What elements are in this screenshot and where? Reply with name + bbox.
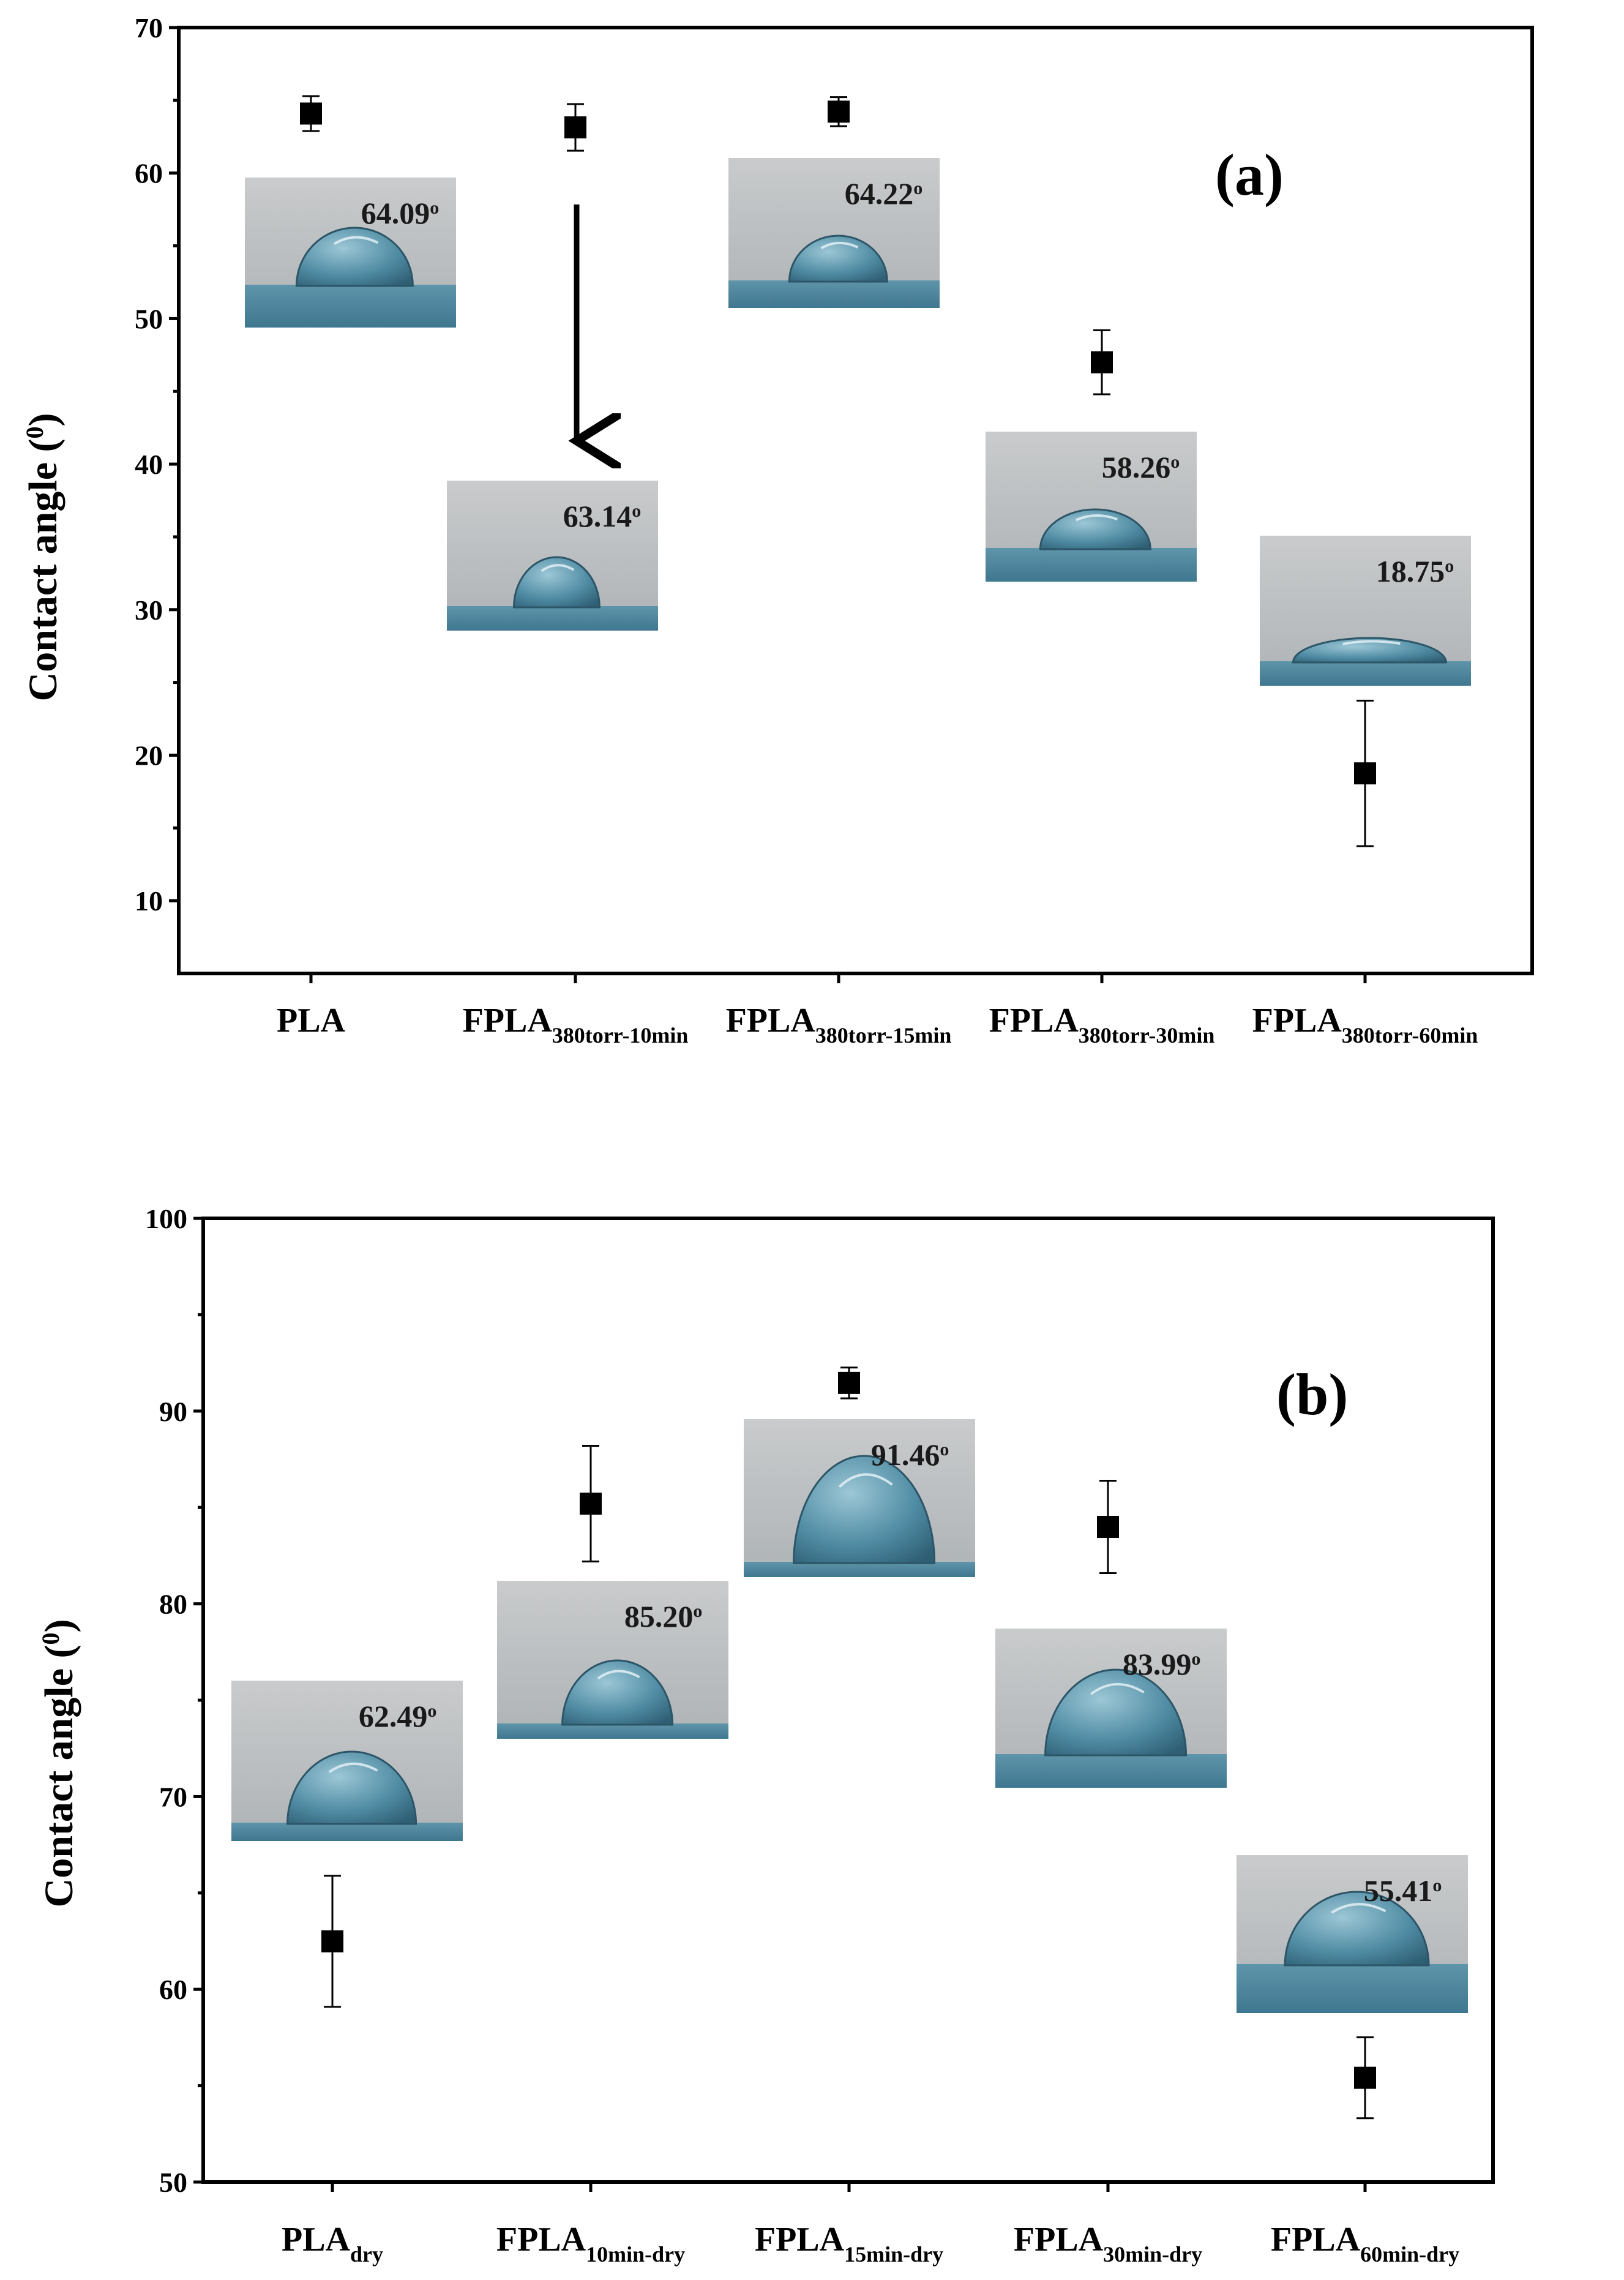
- droplet-inset-5: 18.75o: [1260, 536, 1471, 686]
- droplet-inset-1: 62.49o: [231, 1681, 463, 1841]
- inset-angle-label: 85.20o: [624, 1599, 703, 1633]
- x-category-label-1: PLAdry: [282, 2221, 383, 2267]
- droplet-inset-1: 64.09o: [245, 178, 456, 328]
- panel-b-y-tick-label: 80: [159, 1589, 187, 1620]
- square-marker: [1354, 762, 1376, 785]
- inset-angle-label: 63.14o: [563, 499, 642, 533]
- square-marker: [1354, 2066, 1376, 2089]
- x-category-label-4: FPLA30min-dry: [1014, 2221, 1202, 2267]
- data-point-5: [1354, 2036, 1376, 2120]
- panel-b-y-tick-label: 70: [159, 1781, 187, 1812]
- panel-a-y-tick-label: 30: [135, 594, 163, 626]
- square-marker: [838, 1371, 860, 1394]
- droplet-inset-4: 58.26o: [986, 432, 1197, 582]
- square-marker: [321, 1930, 343, 1952]
- square-marker: [564, 116, 586, 139]
- square-marker: [1097, 1515, 1119, 1538]
- panel-a-chart: Contact angle (0) 10 20 30 40 50 60 70 64.09o 6…: [21, 12, 1534, 1048]
- panel-b-y-tick-label: 50: [159, 2167, 187, 2198]
- droplet-shape: [295, 227, 414, 287]
- panel-a-y-tick-label: 70: [135, 12, 163, 43]
- droplet-shape: [512, 556, 601, 609]
- inset-angle-label: 18.75o: [1376, 554, 1454, 588]
- panel-a-y-tick-label: 20: [135, 740, 163, 771]
- data-point-4: [1091, 329, 1113, 396]
- data-point-2: [580, 1444, 602, 1562]
- droplet-shape: [1039, 508, 1151, 550]
- panel-a-y-tick-label: 50: [135, 303, 163, 334]
- square-marker: [580, 1492, 602, 1515]
- x-category-label-4: FPLA380torr-30min: [989, 1002, 1215, 1048]
- panel-a-y-axis-title: Contact angle (0): [21, 413, 66, 702]
- data-point-1: [300, 95, 322, 132]
- square-marker: [828, 100, 850, 123]
- inset-angle-label: 58.26o: [1102, 450, 1180, 484]
- panel-a-label: (a): [1215, 142, 1284, 208]
- inset-angle-label: 64.22o: [845, 176, 923, 211]
- droplet-inset-5: 55.41o: [1237, 1855, 1468, 2013]
- droplet-inset-3: 64.22o: [728, 158, 940, 308]
- data-point-1: [321, 1875, 343, 2008]
- panel-a-y-tick-label: 10: [135, 885, 163, 917]
- inset-angle-label: 55.41o: [1364, 1873, 1442, 1908]
- inset-angle-label: 64.09o: [361, 196, 440, 230]
- x-category-label-5: FPLA60min-dry: [1271, 2221, 1459, 2267]
- droplet-shape: [1044, 1668, 1188, 1757]
- x-category-label-3: FPLA380torr-15min: [726, 1002, 952, 1048]
- droplet-shape: [788, 234, 888, 283]
- panel-b-y-axis-title: Contact angle (0): [37, 1619, 82, 1908]
- x-category-label-5: FPLA380torr-60min: [1252, 1002, 1478, 1048]
- inset-angle-label: 91.46o: [871, 1438, 949, 1472]
- panel-b-label: (b): [1276, 1362, 1348, 1427]
- panel-a-plot-frame: [177, 26, 1534, 975]
- panel-a-y-tick-label: 60: [135, 158, 163, 189]
- square-marker: [300, 102, 322, 125]
- droplet-inset-3: 91.46o: [744, 1419, 975, 1577]
- panel-b-y-tick-label: 60: [159, 1974, 187, 2005]
- panel-a-y-tick-label: 40: [135, 449, 163, 480]
- data-point-3: [828, 96, 850, 127]
- panel-b-chart: Contact angle (0) 50 60 70 80 90 100 62.49o 85…: [37, 1203, 1495, 2267]
- droplet-inset-4: 83.99o: [995, 1629, 1227, 1788]
- droplet-shape: [286, 1750, 417, 1825]
- panel-b-plot-frame: [201, 1217, 1495, 2184]
- droplet-shape: [1284, 1891, 1430, 1967]
- data-point-4: [1097, 1479, 1119, 1575]
- panel-b-y-tick-label: 90: [159, 1396, 187, 1427]
- x-category-label-2: FPLA380torr-10min: [463, 1002, 689, 1048]
- droplet-shape: [793, 1455, 936, 1564]
- x-category-label-2: FPLA10min-dry: [496, 2221, 685, 2267]
- square-marker: [1091, 351, 1113, 373]
- droplet-shape: [561, 1659, 674, 1726]
- data-point-5: [1354, 699, 1376, 847]
- data-point-3: [838, 1367, 860, 1400]
- data-point-2: [564, 103, 586, 152]
- droplet-inset-2: 63.14o: [447, 481, 658, 631]
- droplet-shape: [1292, 637, 1447, 664]
- x-category-label-3: FPLA15min-dry: [755, 2221, 943, 2267]
- panel-b-y-tick-label: 100: [145, 1203, 187, 1234]
- inset-angle-label: 62.49o: [359, 1699, 437, 1733]
- x-category-label-1: PLA: [277, 1002, 346, 1040]
- droplet-inset-2: 85.20o: [497, 1581, 728, 1739]
- inset-angle-label: 83.99o: [1123, 1647, 1201, 1681]
